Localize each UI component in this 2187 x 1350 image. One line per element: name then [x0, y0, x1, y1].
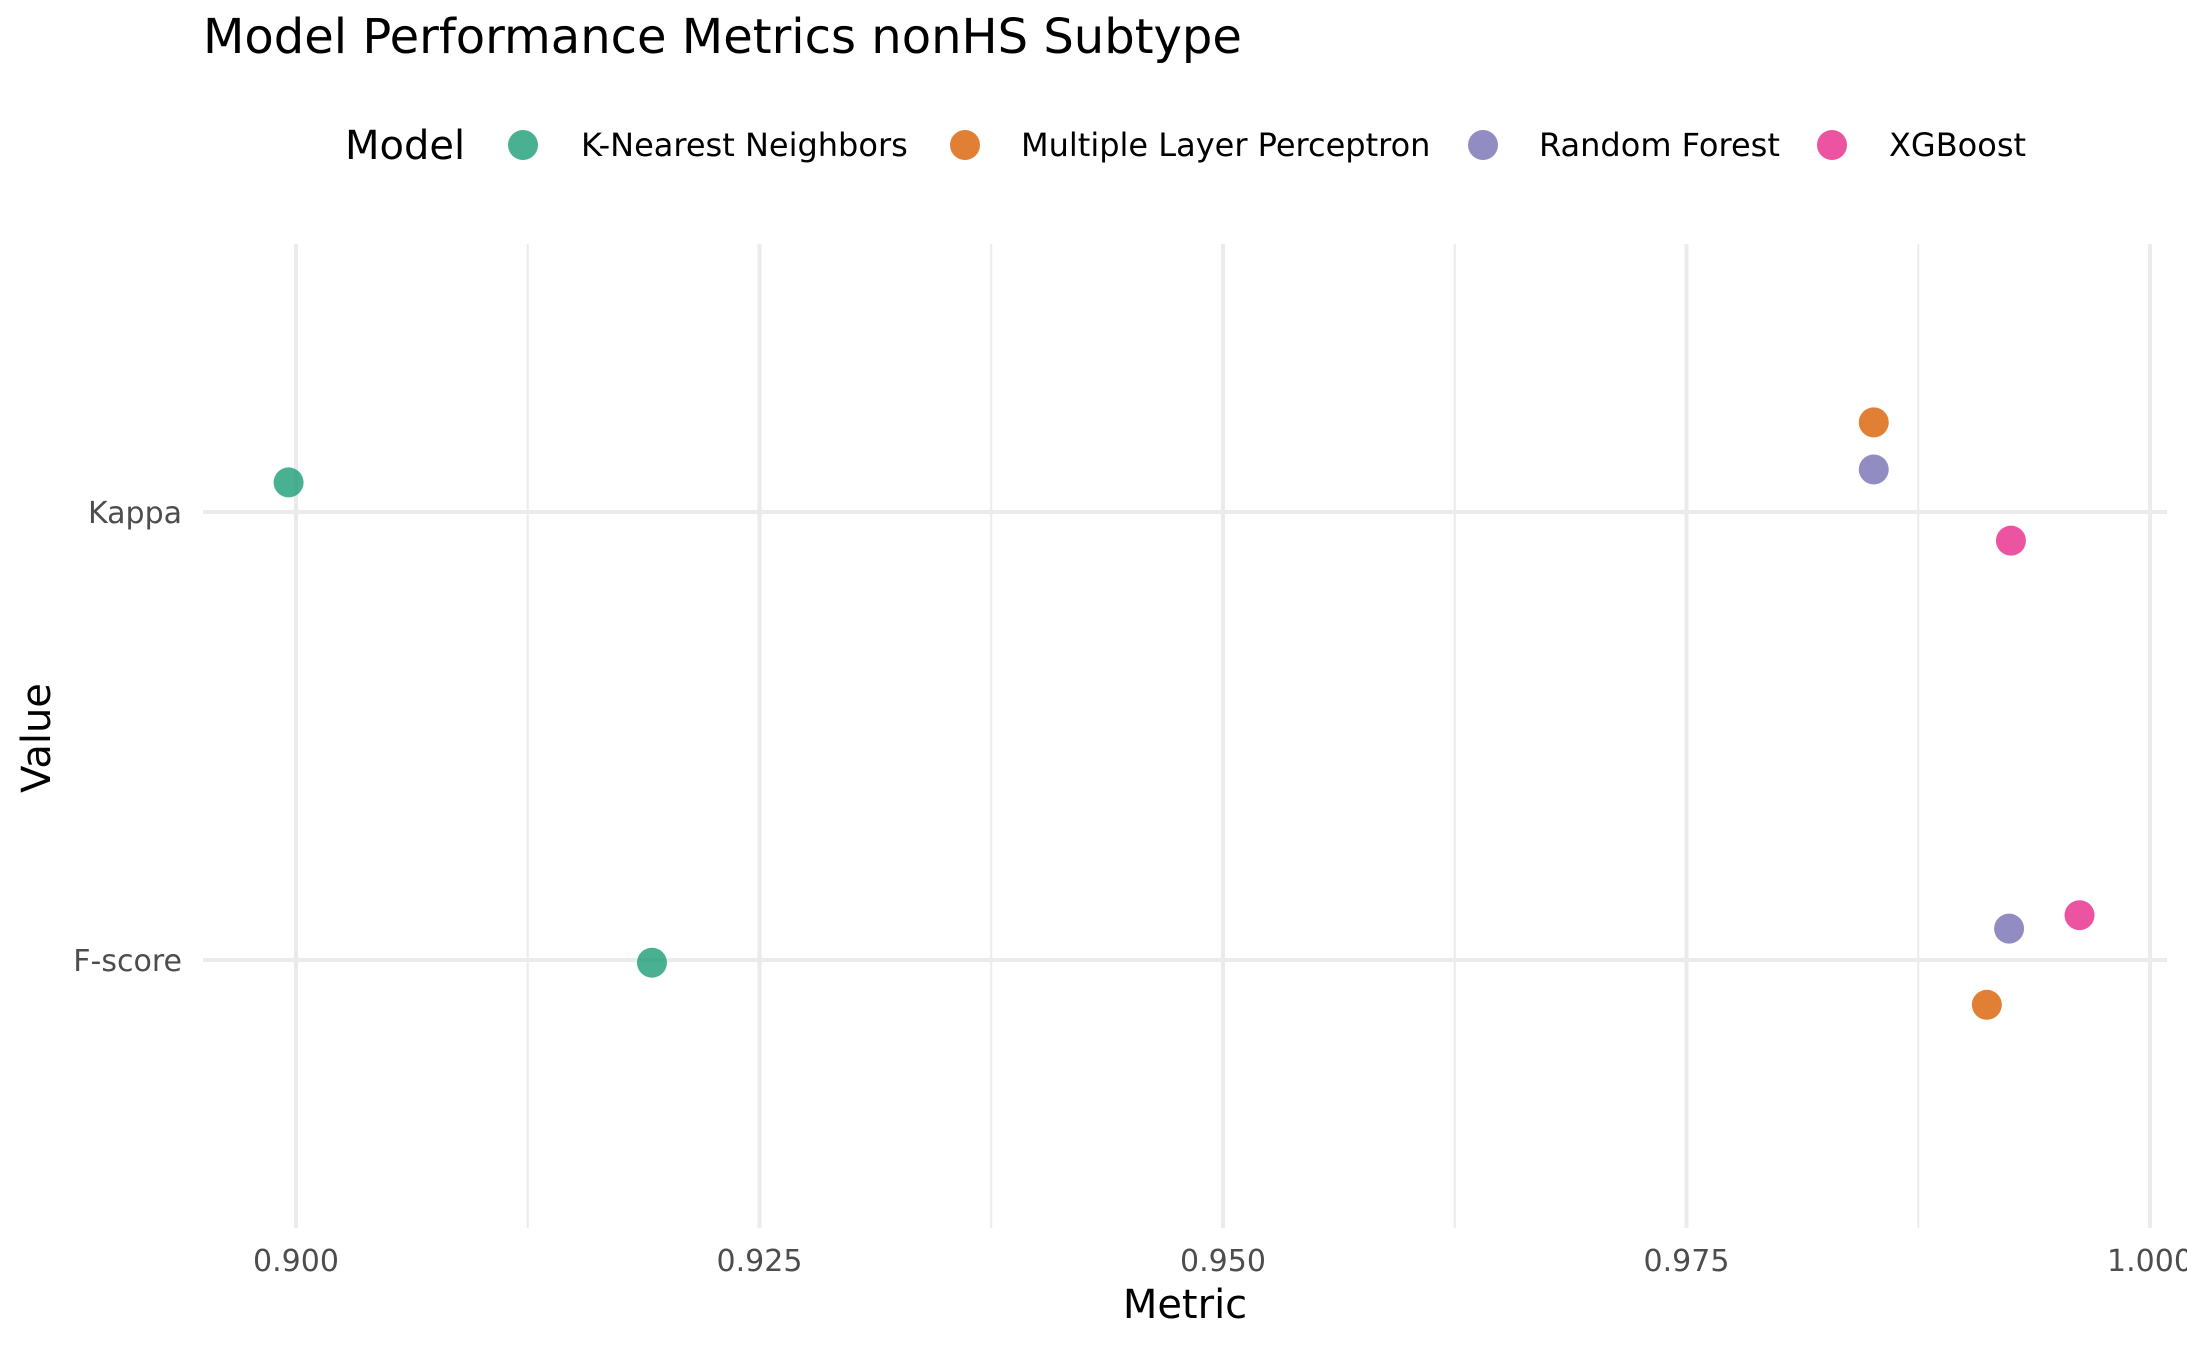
data-point: [1971, 989, 2002, 1020]
x-tick-label: 0.950: [1180, 1244, 1266, 1279]
data-point: [1995, 525, 2026, 556]
y-tick-label: F-score: [73, 944, 182, 979]
data-point: [636, 947, 667, 978]
data-point: [1858, 454, 1889, 485]
chart-title: Model Performance Metrics nonHS Subtype: [203, 9, 1242, 65]
legend-key: [508, 130, 538, 160]
x-tick-label: 0.925: [717, 1244, 803, 1279]
legend-key: [1817, 130, 1847, 160]
y-axis-label: Value: [14, 683, 60, 793]
x-tick-label: 0.900: [253, 1244, 339, 1279]
data-points: [273, 407, 2095, 1020]
legend: Model K-Nearest Neighbors Multiple Layer …: [345, 123, 2026, 169]
data-point: [2064, 900, 2095, 931]
legend-title: Model: [345, 123, 465, 169]
legend-label: Random Forest: [1539, 126, 1780, 164]
legend-key: [950, 130, 980, 160]
grid-layer: [203, 244, 2167, 1228]
x-tick-label: 0.975: [1644, 1244, 1730, 1279]
legend-key: [1468, 130, 1498, 160]
data-point: [273, 467, 304, 498]
tick-labels: 0.900 0.925 0.950 0.975 1.000 Kappa F-score: [73, 496, 2187, 1279]
legend-label: Multiple Layer Perceptron: [1021, 126, 1430, 164]
data-point: [1858, 407, 1889, 438]
y-tick-label: Kappa: [88, 496, 182, 531]
legend-label: XGBoost: [1889, 126, 2026, 164]
x-tick-label: 1.000: [2107, 1244, 2187, 1279]
data-point: [1994, 913, 2025, 944]
legend-label: K-Nearest Neighbors: [581, 126, 908, 164]
x-axis-label: Metric: [1123, 1282, 1247, 1328]
